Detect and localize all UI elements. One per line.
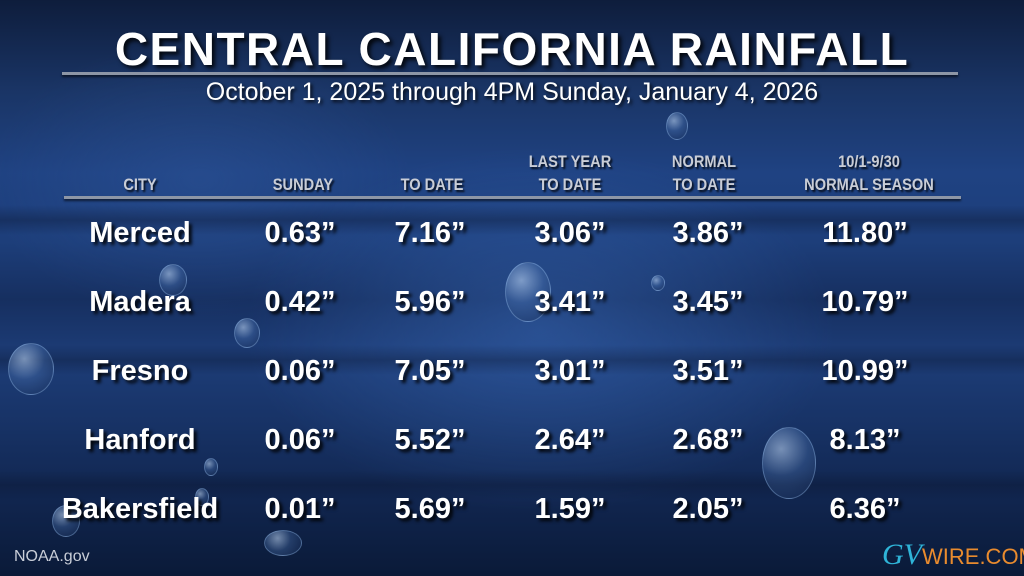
column-header-line1: 10/1-9/30 (838, 152, 900, 171)
cell-to-date: 7.16” (394, 217, 466, 249)
column-header-city: CITY (97, 148, 183, 196)
source-credit: NOAA.gov (14, 548, 90, 565)
cell-normal-season: 8.13” (829, 424, 901, 456)
logo-gv: GV (882, 538, 922, 571)
raindrop-decoration (264, 530, 302, 556)
column-header-sunday: SUNDAY (256, 148, 351, 196)
column-header-line1: NORMAL (671, 152, 737, 171)
logo-wire: WIRE.COM (922, 544, 1024, 569)
column-header-line2: TO DATE (400, 175, 464, 194)
page-title: CENTRAL CALIFORNIA RAINFALL (114, 23, 910, 75)
cell-normal-season: 6.36” (829, 493, 901, 525)
cell-last-year: 1.59” (534, 493, 606, 525)
column-header-line1: LAST YEAR (528, 152, 612, 171)
column-header-line2: SUNDAY (272, 175, 334, 194)
raindrop-decoration (666, 112, 688, 140)
cell-normal-to-date: 3.51” (672, 355, 744, 387)
cell-normal-to-date: 2.68” (672, 424, 744, 456)
raindrop-decoration (52, 505, 80, 537)
column-header-last-year-to-date: LAST YEAR TO DATE (514, 148, 626, 196)
cell-last-year: 3.06” (534, 217, 606, 249)
cell-sunday: 0.63” (264, 217, 336, 249)
cell-city: Hanford (84, 424, 196, 456)
cell-city: Madera (89, 286, 191, 318)
cell-city: Merced (89, 217, 191, 249)
cell-city: Fresno (91, 355, 189, 387)
column-header-line2: CITY (123, 175, 157, 194)
cell-to-date: 5.69” (394, 493, 466, 525)
column-header-to-date: TO DATE (385, 148, 480, 196)
raindrop-decoration (505, 262, 551, 322)
background-streak (0, 470, 1024, 500)
raindrop-decoration (195, 488, 209, 506)
column-header-normal-to-date: NORMAL TO DATE (652, 148, 755, 196)
cell-sunday: 0.01” (264, 493, 336, 525)
cell-last-year: 2.64” (534, 424, 606, 456)
background-streak (0, 345, 1024, 375)
raindrop-decoration (159, 264, 187, 296)
cell-normal-season: 10.99” (821, 355, 909, 387)
cell-to-date: 5.96” (394, 286, 466, 318)
column-header-line2: TO DATE (672, 175, 736, 194)
page-subtitle: October 1, 2025 through 4PM Sunday, Janu… (205, 78, 819, 106)
cell-normal-to-date: 3.86” (672, 217, 744, 249)
cell-normal-season: 10.79” (821, 286, 909, 318)
cell-sunday: 0.42” (264, 286, 336, 318)
raindrop-decoration (651, 275, 665, 291)
raindrop-decoration (762, 427, 816, 499)
cell-normal-to-date: 2.05” (672, 493, 744, 525)
cell-last-year: 3.41” (534, 286, 606, 318)
column-header-line2: TO DATE (538, 175, 602, 194)
header-divider (64, 196, 961, 199)
raindrop-decoration (234, 318, 260, 348)
cell-to-date: 5.52” (394, 424, 466, 456)
cell-to-date: 7.05” (394, 355, 466, 387)
cell-city: Bakersfield (61, 493, 219, 525)
column-header-line2: NORMAL SEASON (804, 175, 934, 194)
background-streak (0, 205, 1024, 235)
raindrop-decoration (204, 458, 218, 476)
cell-sunday: 0.06” (264, 424, 336, 456)
cell-sunday: 0.06” (264, 355, 336, 387)
gvwire-logo: GVWIRE.COM (882, 538, 1024, 572)
raindrop-decoration (8, 343, 54, 395)
cell-last-year: 3.01” (534, 355, 606, 387)
cell-normal-season: 11.80” (822, 217, 908, 249)
title-divider (62, 72, 958, 75)
cell-normal-to-date: 3.45” (672, 286, 744, 318)
column-header-normal-season: 10/1-9/30 NORMAL SEASON (787, 148, 950, 196)
